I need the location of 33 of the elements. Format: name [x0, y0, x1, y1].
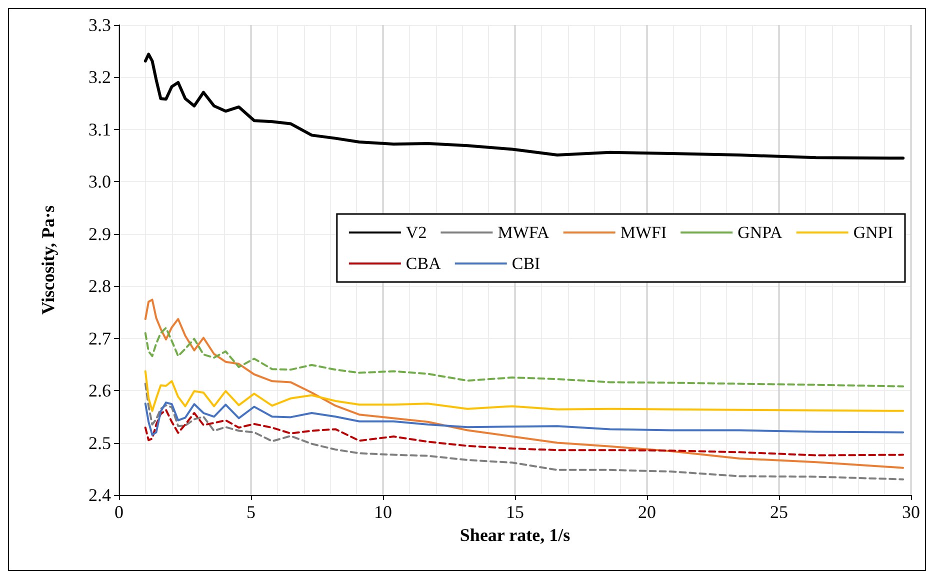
- line-series: [144, 382, 904, 480]
- x-axis-title: Shear rate, 1/s: [460, 524, 570, 545]
- x-tick-label: 5: [246, 502, 256, 522]
- line-series: [144, 52, 905, 160]
- legend-label: GNPA: [738, 223, 784, 242]
- legend-label: GNPI: [853, 223, 894, 242]
- legend-label: MWFA: [498, 223, 550, 242]
- legend-label: CBI: [512, 254, 541, 273]
- line-series: [144, 370, 904, 412]
- y-tick-label: 2.7: [88, 328, 111, 348]
- line-series: [144, 326, 904, 388]
- legend-label: CBA: [406, 254, 442, 273]
- x-tick-label: 30: [902, 502, 920, 522]
- y-tick-label: 3.0: [88, 172, 111, 192]
- line-series: [144, 402, 904, 436]
- x-tick-label: 0: [114, 502, 124, 522]
- y-axis-title: Viscosity, Pa·s: [38, 205, 58, 315]
- y-tick-label: 3.1: [88, 119, 111, 140]
- y-tick-label: 2.4: [88, 485, 111, 505]
- y-tick-label: 2.6: [88, 380, 111, 401]
- legend-label: V2: [406, 223, 427, 242]
- x-tick-label: 20: [638, 502, 656, 522]
- y-tick-label: 2.5: [88, 432, 111, 453]
- line-series: [144, 298, 904, 469]
- x-tick-label: 15: [506, 502, 524, 522]
- x-tick-label: 25: [770, 502, 788, 522]
- line-series: [144, 408, 904, 456]
- x-tick-label: 10: [374, 502, 392, 522]
- y-tick-label: 2.8: [88, 276, 111, 296]
- y-tick-label: 3.2: [88, 67, 111, 88]
- y-tick-label: 3.3: [88, 15, 111, 35]
- legend-label: MWFI: [620, 223, 667, 242]
- y-tick-label: 2.9: [88, 224, 111, 244]
